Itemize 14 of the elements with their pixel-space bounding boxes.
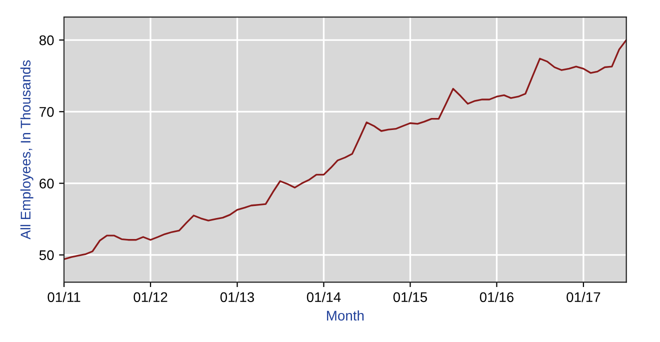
x-tick-label: 01/14 [306,292,341,302]
y-tick-label: 70 [40,106,54,117]
y-tick-label: 60 [40,178,54,188]
y-tick-label: 50 [39,250,54,260]
x-tick-label: 01/11 [48,292,80,302]
x-tick-label: 01/13 [220,292,254,302]
x-tick-label: 01/17 [566,292,600,302]
x-axis-title: Month [327,310,364,321]
line-series [64,39,626,260]
x-tick-label: 01/15 [393,292,428,302]
x-tick-label: 01/12 [134,292,168,302]
y-axis-title: All Employees, In Thousands [20,60,34,240]
y-tick-label: 80 [39,35,54,46]
x-tick-label: 01/16 [480,292,514,302]
